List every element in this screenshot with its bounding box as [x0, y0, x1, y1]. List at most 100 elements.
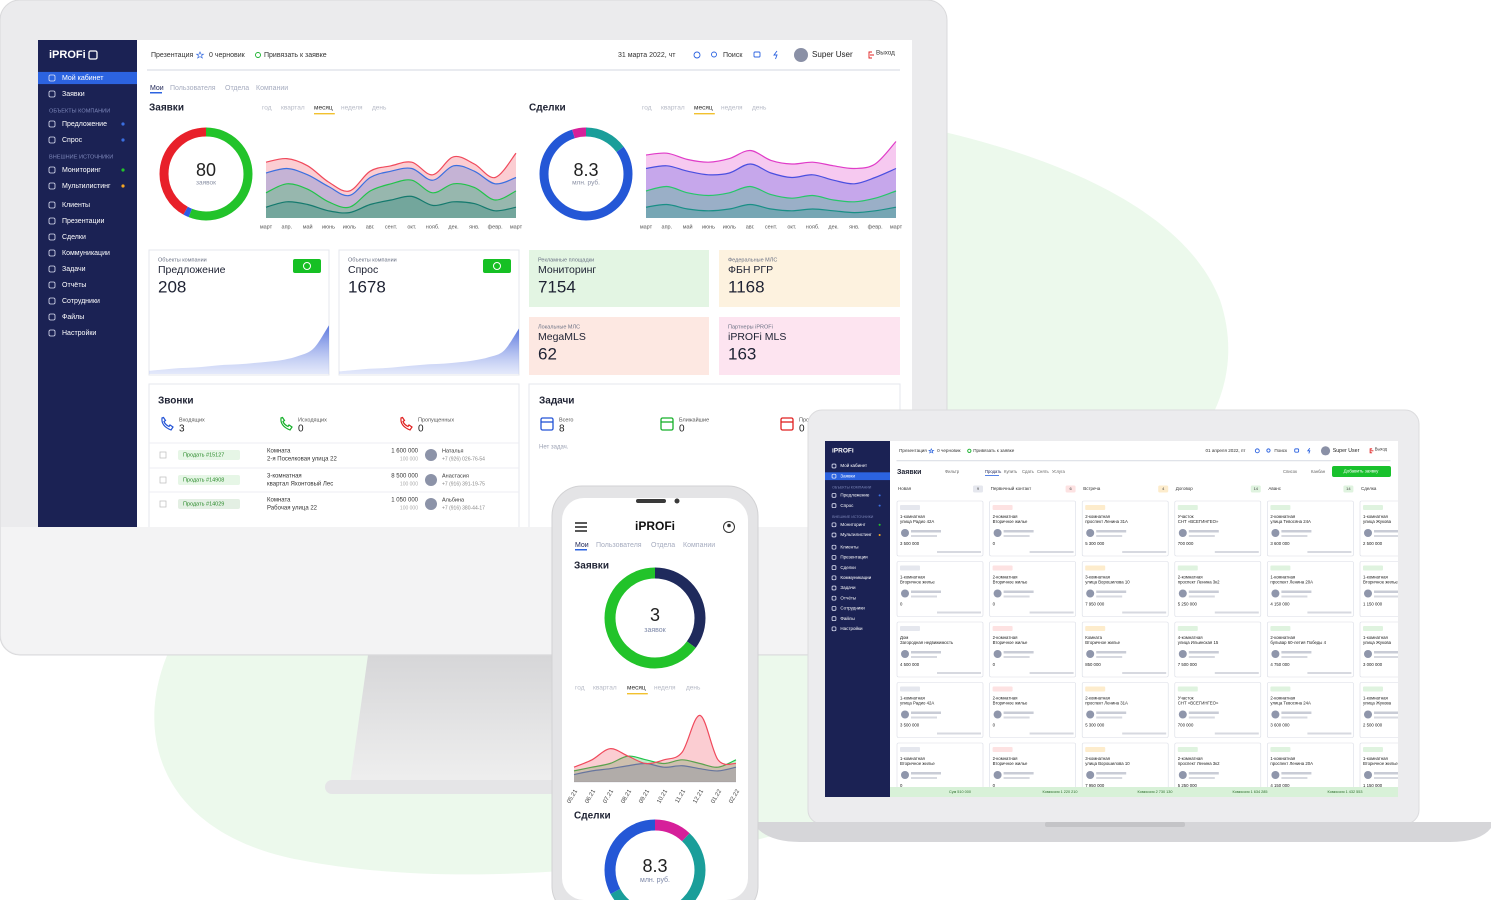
- kanban-card[interactable]: [896, 561, 984, 617]
- period[interactable]: неделя: [721, 105, 743, 112]
- view-option[interactable]: Канбан: [1311, 469, 1326, 474]
- sidebar-item[interactable]: Отчёты: [62, 282, 86, 289]
- sidebar-item[interactable]: Настройки: [62, 329, 96, 337]
- kanban-card[interactable]: [896, 500, 984, 557]
- filter-option[interactable]: Снять: [1037, 469, 1050, 474]
- sidebar-item[interactable]: Сотрудники: [62, 298, 100, 305]
- sidebar-item[interactable]: Задачи: [840, 585, 856, 590]
- header-search[interactable]: Поиск: [723, 52, 743, 59]
- sidebar-item[interactable]: Настройки: [840, 625, 863, 631]
- period[interactable]: год: [575, 685, 585, 692]
- kanban-card[interactable]: [1359, 742, 1446, 798]
- kanban-card[interactable]: [989, 682, 1076, 738]
- kanban-card[interactable]: [1359, 561, 1446, 617]
- add-button[interactable]: [293, 259, 321, 273]
- sidebar-item[interactable]: Задачи: [62, 266, 86, 273]
- kanban-card[interactable]: [1081, 682, 1169, 738]
- tab[interactable]: Пользователя: [596, 542, 642, 549]
- kanban-card[interactable]: [896, 742, 984, 798]
- sidebar-item[interactable]: Мультилистинг: [62, 183, 111, 190]
- header-presentation[interactable]: Презентация: [151, 52, 193, 59]
- sidebar-item[interactable]: Предложение: [840, 493, 869, 498]
- period[interactable]: день: [372, 105, 387, 112]
- sidebar-item[interactable]: Отчёты: [840, 595, 856, 600]
- kanban-card[interactable]: [1267, 500, 1354, 557]
- kanban-card[interactable]: [896, 682, 984, 738]
- tab[interactable]: Компании: [256, 85, 288, 92]
- period[interactable]: неделя: [654, 685, 676, 692]
- kanban-card[interactable]: [896, 621, 984, 678]
- period[interactable]: год: [262, 105, 272, 112]
- kanban-card[interactable]: [1267, 621, 1354, 678]
- kanban-card[interactable]: [989, 561, 1076, 617]
- sidebar-item[interactable]: Сделки: [62, 234, 86, 241]
- sidebar-item[interactable]: Мультилистинг: [840, 532, 872, 537]
- kanban-card[interactable]: [1267, 561, 1354, 617]
- sidebar-item[interactable]: Клиенты: [840, 544, 858, 549]
- sidebar-item[interactable]: Заявки: [62, 91, 85, 98]
- view-option[interactable]: Список: [1283, 469, 1297, 474]
- sidebar-item[interactable]: Коммуникации: [62, 250, 110, 257]
- sidebar-item[interactable]: Презентации: [840, 555, 868, 560]
- kanban-card[interactable]: [989, 500, 1076, 557]
- kanban-card[interactable]: [1359, 621, 1446, 678]
- tab[interactable]: Компании: [683, 542, 715, 549]
- sidebar-item[interactable]: Файлы: [840, 615, 854, 621]
- checkbox[interactable]: [159, 500, 167, 508]
- kanban-card[interactable]: [1081, 742, 1169, 798]
- period[interactable]: месяц: [314, 105, 333, 112]
- sidebar-item[interactable]: Мой кабинет: [62, 74, 104, 82]
- sidebar-item[interactable]: Коммуникации: [840, 575, 871, 580]
- kanban-card[interactable]: [1081, 561, 1169, 617]
- add-button[interactable]: [1332, 466, 1391, 477]
- sidebar-item[interactable]: Мониторинг: [840, 522, 865, 527]
- header-exit[interactable]: Выход: [876, 50, 895, 57]
- period[interactable]: неделя: [341, 105, 363, 112]
- sidebar-item[interactable]: Файлы: [62, 313, 84, 321]
- tab[interactable]: Мои: [575, 542, 589, 549]
- header-exit[interactable]: Выход: [1375, 447, 1388, 452]
- sidebar-item[interactable]: Спрос: [62, 137, 83, 144]
- period[interactable]: год: [642, 105, 652, 112]
- kanban-card[interactable]: [1359, 500, 1446, 557]
- header-search[interactable]: Поиск: [1274, 448, 1288, 453]
- filter-option[interactable]: Купить: [1004, 469, 1018, 474]
- sidebar-item[interactable]: Заявки: [840, 473, 855, 478]
- checkbox[interactable]: [159, 451, 167, 459]
- period[interactable]: квартал: [661, 105, 685, 112]
- kanban-card[interactable]: [1359, 682, 1446, 738]
- filter[interactable]: Фильтр: [945, 469, 960, 474]
- sidebar-item[interactable]: Мониторинг: [62, 167, 101, 174]
- period[interactable]: день: [686, 685, 701, 692]
- kanban-card[interactable]: [1174, 621, 1262, 678]
- kanban-card[interactable]: [1267, 682, 1354, 738]
- kanban-card[interactable]: [1081, 621, 1169, 678]
- tab[interactable]: Отдела: [651, 542, 675, 549]
- filter-option[interactable]: Продать: [985, 469, 1002, 474]
- kanban-card[interactable]: [989, 621, 1076, 678]
- sidebar-item[interactable]: Клиенты: [62, 202, 90, 209]
- period[interactable]: квартал: [281, 105, 305, 112]
- sidebar-item[interactable]: Спрос: [840, 503, 854, 508]
- sidebar-item[interactable]: Презентации: [62, 218, 104, 225]
- period[interactable]: месяц: [694, 105, 713, 112]
- filter-option[interactable]: Сдать: [1022, 469, 1035, 474]
- tab[interactable]: Мои: [150, 85, 164, 92]
- sidebar-item[interactable]: Предложение: [62, 121, 107, 128]
- header-presentation[interactable]: Презентация: [899, 448, 927, 453]
- period[interactable]: день: [752, 105, 767, 112]
- header-link[interactable]: Привязать к заявке: [973, 448, 1014, 453]
- kanban-card[interactable]: [989, 742, 1076, 798]
- kanban-card[interactable]: [1174, 742, 1262, 798]
- kanban-card[interactable]: [1081, 500, 1169, 557]
- kanban-card[interactable]: [1174, 682, 1262, 738]
- kanban-card[interactable]: [1267, 742, 1354, 798]
- period[interactable]: квартал: [593, 685, 617, 692]
- checkbox[interactable]: [159, 476, 167, 484]
- header-link[interactable]: Привязать к заявке: [264, 52, 327, 59]
- sidebar-item[interactable]: Сотрудники: [840, 606, 865, 611]
- sidebar-item[interactable]: Сделки: [840, 565, 856, 570]
- tab[interactable]: Отдела: [225, 85, 249, 92]
- tab[interactable]: Пользователя: [170, 85, 216, 92]
- filter-option[interactable]: Услуга: [1052, 469, 1065, 474]
